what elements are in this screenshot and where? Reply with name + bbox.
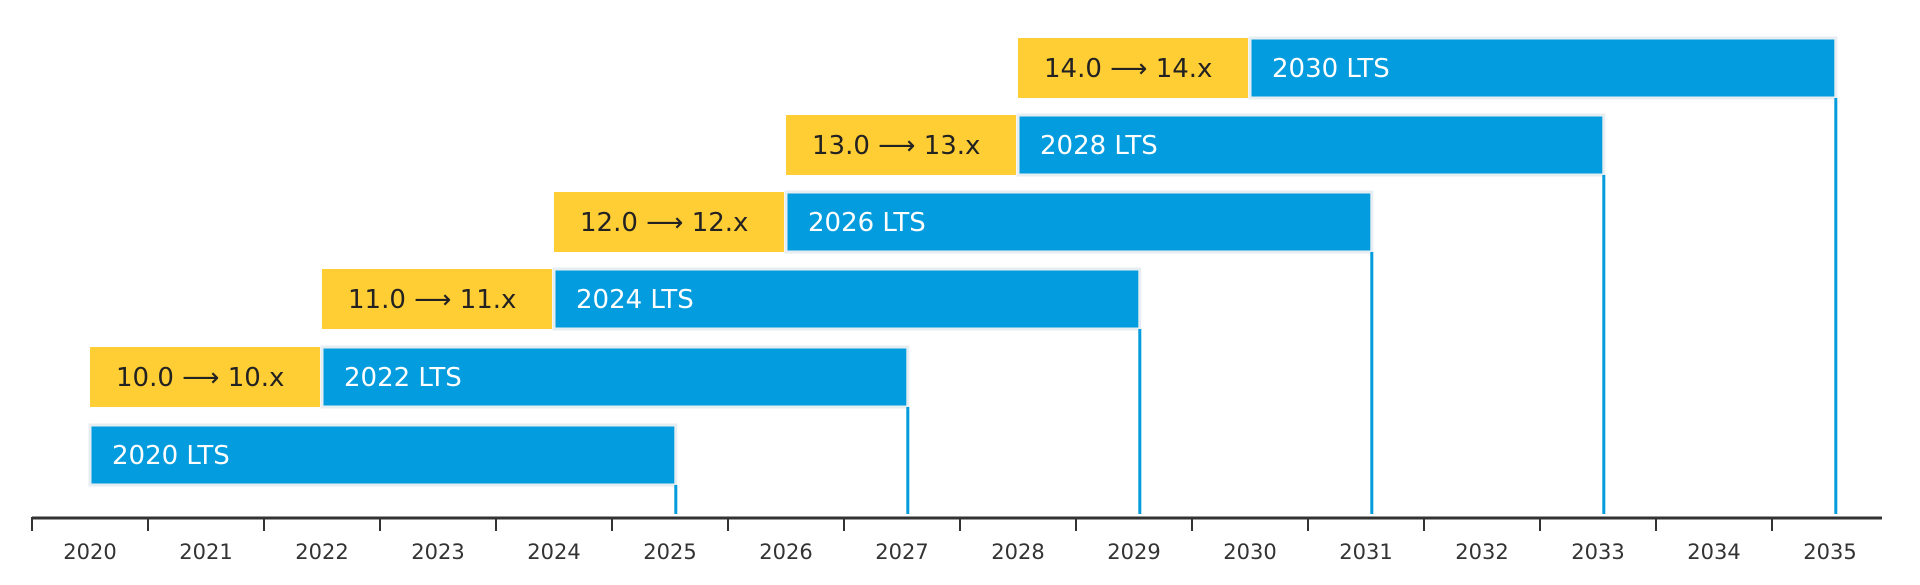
- lts-label: 2030 LTS: [1272, 54, 1390, 84]
- pre-release-bar: [554, 192, 784, 252]
- x-tick-label: 2023: [411, 540, 464, 564]
- x-tick-label: 2029: [1107, 540, 1160, 564]
- release-row: 12.0 ⟶ 12.x 2026 LTS: [554, 190, 1374, 514]
- x-tick-label: 2028: [991, 540, 1044, 564]
- pre-release-label: 12.0 ⟶ 12.x: [580, 208, 748, 238]
- release-row: 13.0 ⟶ 13.x 2028 LTS: [786, 113, 1606, 514]
- lts-label: 2022 LTS: [344, 363, 462, 393]
- pre-release-label: 10.0 ⟶ 10.x: [116, 363, 284, 393]
- lts-label: 2028 LTS: [1040, 131, 1158, 161]
- release-row: 10.0 ⟶ 10.x 2022 LTS: [90, 345, 910, 514]
- release-row: 2020 LTS: [88, 423, 678, 514]
- x-tick-label: 2020: [63, 540, 116, 564]
- pre-release-bar: [1018, 38, 1248, 98]
- release-row: 11.0 ⟶ 11.x 2024 LTS: [322, 267, 1142, 514]
- x-tick-label: 2021: [179, 540, 232, 564]
- pre-release-label: 13.0 ⟶ 13.x: [812, 131, 980, 161]
- pre-release-label: 14.0 ⟶ 14.x: [1044, 54, 1212, 84]
- lts-bar: [552, 267, 1142, 331]
- release-row: 14.0 ⟶ 14.x 2030 LTS: [1018, 36, 1838, 514]
- x-tick-label: 2035: [1803, 540, 1856, 564]
- x-tick-label: 2033: [1571, 540, 1624, 564]
- pre-release-bar: [322, 269, 552, 329]
- pre-release-bar: [786, 115, 1016, 175]
- bars-layer: 2020 LTS 10.0 ⟶ 10.x 2022 LTS 11.0 ⟶ 11.x 20…: [88, 36, 1838, 514]
- pre-release-label: 11.0 ⟶ 11.x: [348, 285, 516, 315]
- lts-bar: [1248, 36, 1838, 100]
- x-tick-label: 2026: [759, 540, 812, 564]
- x-tick-label: 2031: [1339, 540, 1392, 564]
- lts-label: 2020 LTS: [112, 441, 230, 471]
- x-tick-label: 2024: [527, 540, 580, 564]
- lts-bar: [784, 190, 1374, 254]
- pre-release-bar: [90, 347, 320, 407]
- lts-bar: [1016, 113, 1606, 177]
- lts-bar: [320, 345, 910, 409]
- x-axis: 2020 2021 2022 2023 2024 2025 2026 2027 2028 2029…: [31, 516, 1882, 564]
- lts-label: 2024 LTS: [576, 285, 694, 315]
- lts-label: 2026 LTS: [808, 208, 926, 238]
- x-tick-label: 2025: [643, 540, 696, 564]
- lts-bar: [88, 423, 678, 487]
- x-tick-label: 2030: [1223, 540, 1276, 564]
- x-tick-label: 2032: [1455, 540, 1508, 564]
- x-tick-label: 2034: [1687, 540, 1740, 564]
- x-tick-label: 2027: [875, 540, 928, 564]
- x-tick-label: 2022: [295, 540, 348, 564]
